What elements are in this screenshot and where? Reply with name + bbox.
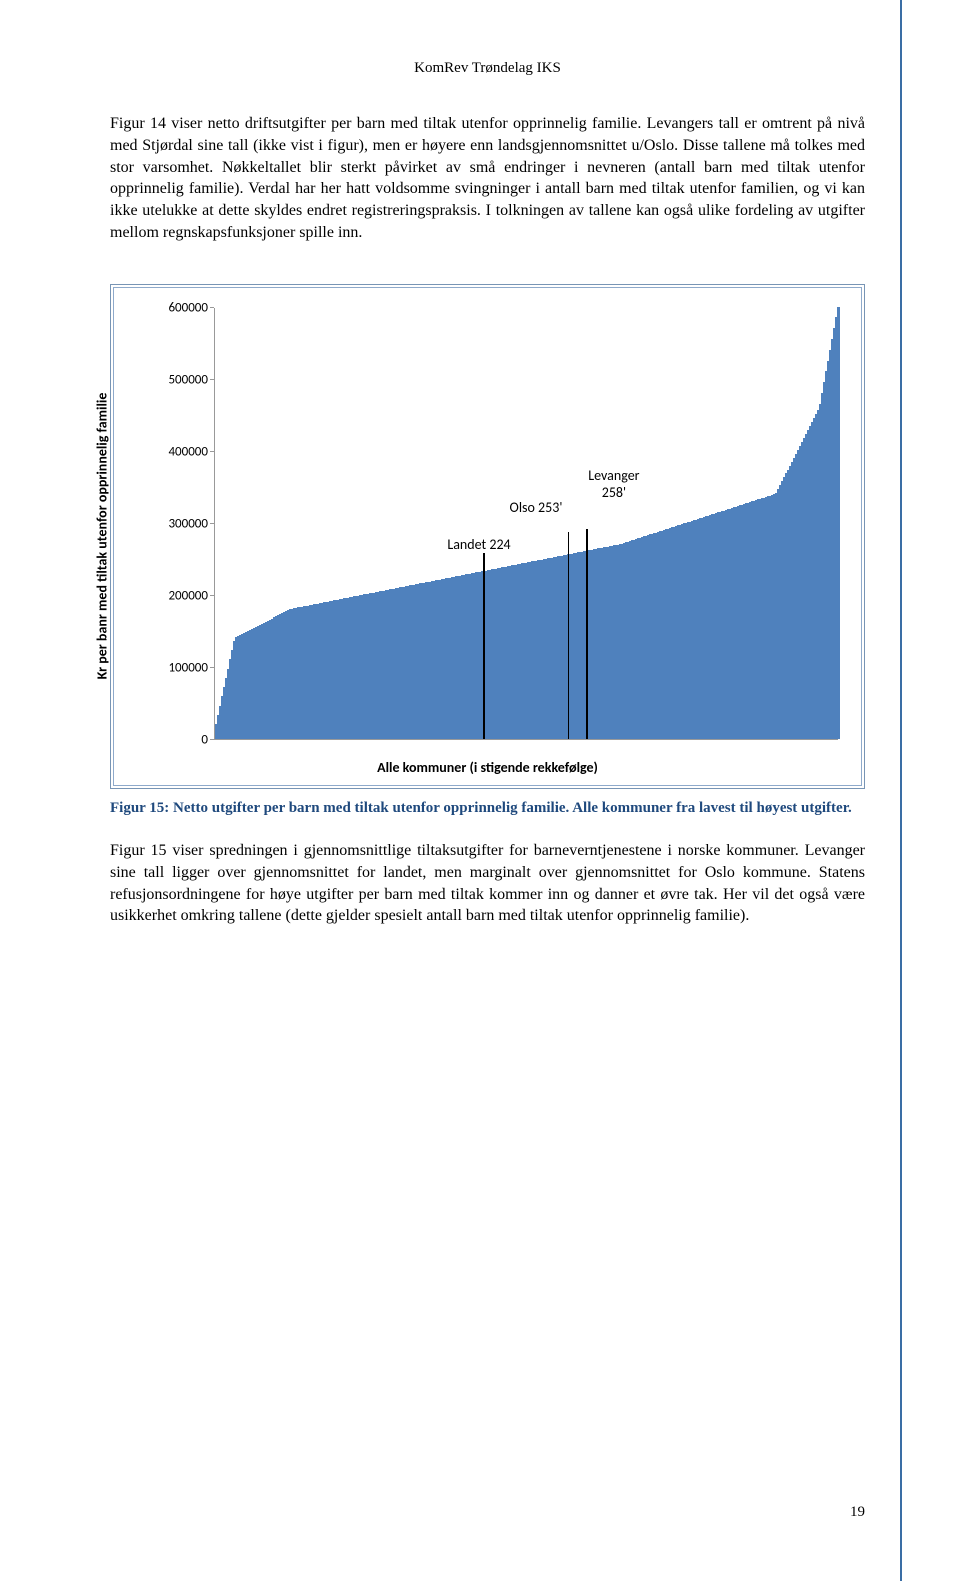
document-header: KomRev Trøndelag IKS <box>110 60 865 77</box>
chart-marker-line <box>483 553 485 738</box>
page-number: 19 <box>850 1504 865 1521</box>
page-content: KomRev Trøndelag IKS Figur 14 viser nett… <box>110 60 865 967</box>
chart-y-axis-label: Kr per banr med tiltak utenfor opprinnel… <box>94 393 111 680</box>
chart-marker-label: Landet 224 <box>447 536 510 553</box>
chart-ytick: 600000 <box>154 300 208 315</box>
chart-marker-label: Levanger258' <box>588 467 639 501</box>
chart-ytick: 100000 <box>154 660 208 675</box>
chart-ytick: 500000 <box>154 372 208 387</box>
chart-ytick-mark <box>210 523 214 524</box>
chart-marker-label: Olso 253' <box>510 499 563 516</box>
chart-ytick-mark <box>210 739 214 740</box>
page-right-rule <box>900 0 902 1581</box>
chart-marker-line <box>568 532 570 738</box>
chart-ytick: 400000 <box>154 444 208 459</box>
figure-caption: Figur 15: Netto utgifter per barn med ti… <box>110 799 865 819</box>
chart-bar <box>837 307 840 739</box>
chart-ytick-mark <box>210 595 214 596</box>
chart-ytick-mark <box>210 379 214 380</box>
chart-ytick: 200000 <box>154 588 208 603</box>
chart-plot-area: Landet 224 Olso 253' Levanger258' <box>214 308 838 740</box>
chart-ytick-mark <box>210 667 214 668</box>
chart-ytick-mark <box>210 307 214 308</box>
chart-ytick-mark <box>210 451 214 452</box>
chart-inner-frame: Kr per banr med tiltak utenfor opprinnel… <box>113 287 862 786</box>
chart-ytick: 300000 <box>154 516 208 531</box>
paragraph-followup: Figur 15 viser spredningen i gjennomsnit… <box>110 840 865 927</box>
chart-ytick: 0 <box>154 732 208 747</box>
chart-outer-frame: Kr per banr med tiltak utenfor opprinnel… <box>110 284 865 789</box>
chart-x-axis-label: Alle kommuner (i stigende rekkefølge) <box>377 759 598 776</box>
chart-marker-line <box>586 529 588 739</box>
paragraph-intro: Figur 14 viser netto driftsutgifter per … <box>110 113 865 244</box>
